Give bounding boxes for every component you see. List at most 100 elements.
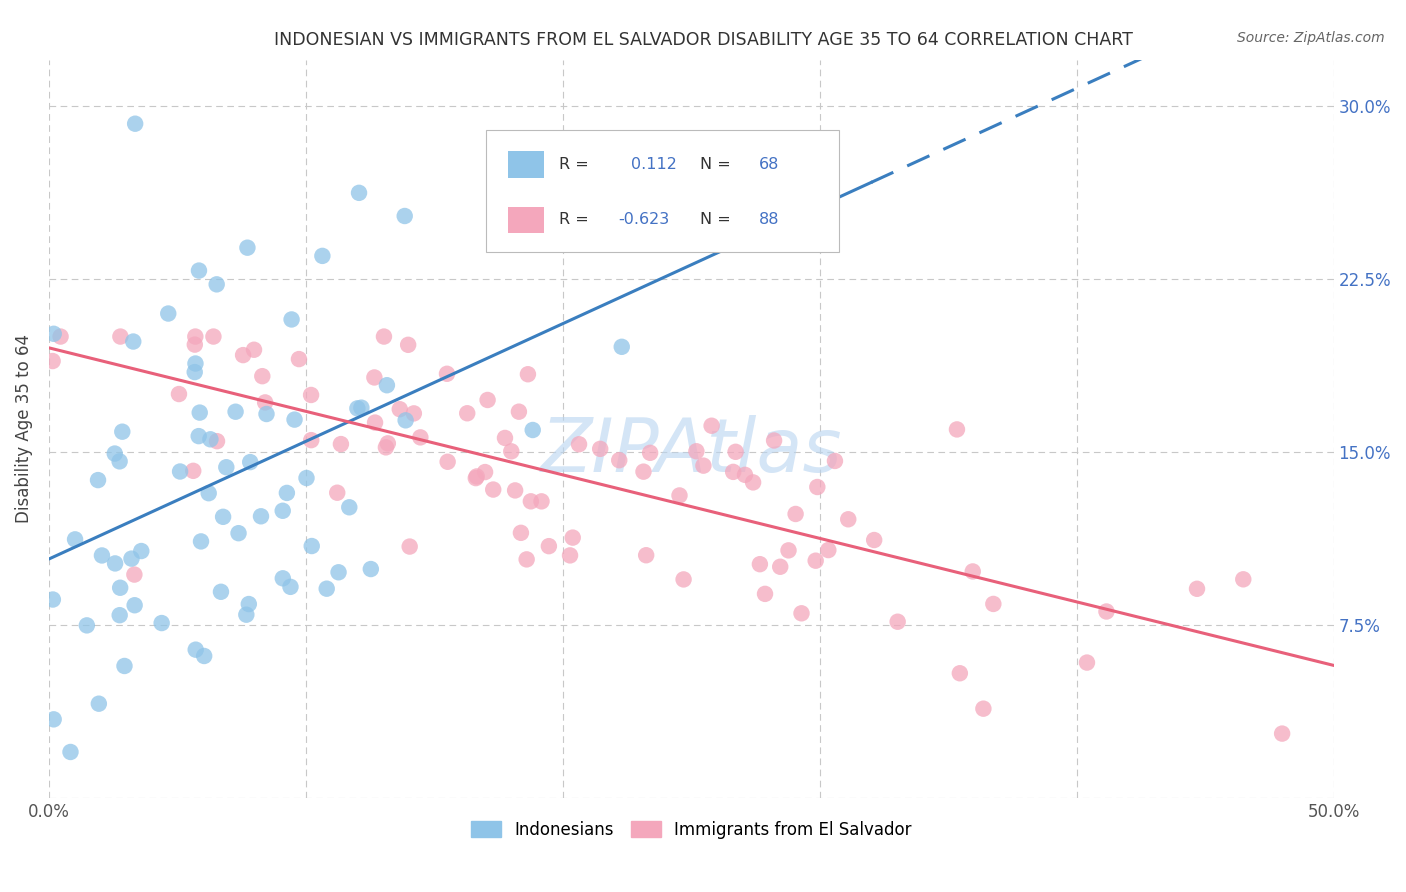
Point xyxy=(239,455,262,469)
Point xyxy=(124,117,146,131)
Point xyxy=(235,607,257,622)
Point xyxy=(87,473,110,487)
Point xyxy=(983,597,1005,611)
Point xyxy=(394,209,416,223)
Point xyxy=(280,312,302,326)
Point xyxy=(202,329,225,343)
Point xyxy=(271,504,294,518)
Y-axis label: Disability Age 35 to 64: Disability Age 35 to 64 xyxy=(15,334,32,524)
Point xyxy=(558,549,581,563)
Point xyxy=(465,469,488,483)
Legend: Indonesians, Immigrants from El Salvador: Indonesians, Immigrants from El Salvador xyxy=(464,814,918,846)
Point xyxy=(363,370,385,384)
Point xyxy=(824,454,846,468)
Point xyxy=(254,395,277,409)
Point xyxy=(104,446,127,460)
Text: 0.112: 0.112 xyxy=(631,157,676,172)
Point xyxy=(1232,572,1254,586)
Point xyxy=(685,444,707,458)
Point xyxy=(638,446,661,460)
Point xyxy=(436,367,458,381)
Point xyxy=(494,431,516,445)
Point xyxy=(250,509,273,524)
Point xyxy=(187,429,209,443)
Point xyxy=(41,354,63,368)
Point xyxy=(402,406,425,420)
Point xyxy=(350,401,373,415)
Text: R =: R = xyxy=(560,157,589,172)
Text: 88: 88 xyxy=(759,212,780,227)
Point xyxy=(49,329,72,343)
Point xyxy=(395,413,418,427)
Point xyxy=(59,745,82,759)
Text: Source: ZipAtlas.com: Source: ZipAtlas.com xyxy=(1237,31,1385,45)
Point xyxy=(215,460,238,475)
Point xyxy=(949,666,972,681)
Text: N =: N = xyxy=(700,212,731,227)
Point xyxy=(150,615,173,630)
Point xyxy=(503,483,526,498)
Point xyxy=(374,441,396,455)
Point xyxy=(326,485,349,500)
Point xyxy=(108,454,131,468)
Point xyxy=(863,533,886,547)
Point xyxy=(42,592,65,607)
Point xyxy=(817,543,839,558)
Point xyxy=(1185,582,1208,596)
Point xyxy=(516,552,538,566)
Point xyxy=(183,365,205,379)
Point xyxy=(184,357,207,371)
Point xyxy=(522,423,544,437)
Point xyxy=(76,618,98,632)
Point xyxy=(373,329,395,343)
Point xyxy=(1076,656,1098,670)
Point xyxy=(409,430,432,444)
Point xyxy=(742,475,765,490)
Point xyxy=(124,567,146,582)
Point xyxy=(769,559,792,574)
Point xyxy=(530,494,553,508)
Point xyxy=(311,249,333,263)
Point xyxy=(1271,726,1294,740)
Point xyxy=(110,329,132,343)
Point xyxy=(167,387,190,401)
Point xyxy=(108,608,131,623)
Point xyxy=(328,566,350,580)
Point xyxy=(946,422,969,436)
Point xyxy=(184,329,207,343)
Point xyxy=(225,405,247,419)
Point xyxy=(212,509,235,524)
Point xyxy=(122,334,145,349)
Point xyxy=(724,445,747,459)
Point xyxy=(276,486,298,500)
Point xyxy=(607,453,630,467)
Point xyxy=(114,659,136,673)
Point xyxy=(205,434,228,449)
Point xyxy=(271,571,294,585)
Point xyxy=(610,340,633,354)
Point xyxy=(503,177,526,191)
Point xyxy=(190,534,212,549)
Point xyxy=(301,539,323,553)
Point xyxy=(482,483,505,497)
Point xyxy=(197,486,219,500)
Point xyxy=(474,465,496,479)
Point xyxy=(256,407,278,421)
Point xyxy=(516,368,538,382)
Point xyxy=(520,494,543,508)
Point xyxy=(111,425,134,439)
Point xyxy=(200,432,222,446)
Point xyxy=(754,587,776,601)
Point xyxy=(91,549,114,563)
Point xyxy=(63,533,86,547)
Point xyxy=(398,540,420,554)
Point xyxy=(804,554,827,568)
Point xyxy=(181,464,204,478)
Point xyxy=(1095,605,1118,619)
Point xyxy=(87,697,110,711)
Point xyxy=(42,712,65,726)
Point xyxy=(157,306,180,320)
Point xyxy=(375,378,398,392)
Text: INDONESIAN VS IMMIGRANTS FROM EL SALVADOR DISABILITY AGE 35 TO 64 CORRELATION CH: INDONESIAN VS IMMIGRANTS FROM EL SALVADO… xyxy=(274,31,1132,49)
Point xyxy=(633,465,655,479)
